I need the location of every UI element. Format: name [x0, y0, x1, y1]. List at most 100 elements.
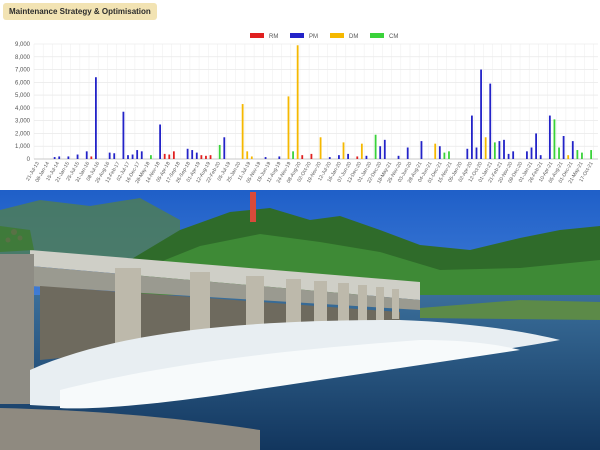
- x-axis: 21-Jul-1308-Jan-1415-Jul-1421-Jan-1525-J…: [25, 161, 595, 185]
- y-tick-label: 0: [27, 157, 31, 163]
- y-tick-label: 4,000: [15, 106, 31, 112]
- bar-dm: [342, 142, 345, 159]
- bar-pm: [535, 133, 537, 159]
- bar-dm: [567, 155, 570, 159]
- bar-dm: [296, 45, 299, 159]
- legend-label-cm: CM: [389, 34, 398, 40]
- bar-dm: [484, 137, 487, 159]
- bar-cm: [374, 134, 377, 159]
- bar-cm: [448, 151, 450, 159]
- bar-pm: [85, 151, 88, 159]
- bar-pm: [186, 148, 189, 159]
- bar-pm: [159, 124, 161, 159]
- bar-dm: [241, 104, 244, 159]
- bar-pm: [127, 155, 129, 159]
- bar-pm: [507, 153, 510, 159]
- bar-rm: [172, 151, 175, 159]
- bar-pm: [113, 153, 116, 159]
- bar-pm: [338, 155, 340, 159]
- chart-legend: RM PM DM CM: [250, 33, 398, 40]
- bar-pm: [136, 150, 139, 159]
- bar-dm: [319, 137, 322, 159]
- bar-pm: [223, 137, 226, 159]
- bar-pm: [562, 136, 565, 159]
- bar-dm: [434, 143, 437, 159]
- y-tick-label: 9,000: [15, 42, 31, 48]
- bar-pm: [67, 156, 70, 159]
- bar-rm: [200, 155, 203, 159]
- bar-pm: [530, 147, 533, 159]
- bar-pm: [498, 141, 501, 159]
- bar-pm: [466, 148, 469, 159]
- legend-swatch-pm: [290, 33, 304, 38]
- bar-chart: RM PM DM CM 0 1,000 2,000 3,000 4,000 5,000 6,000…: [15, 33, 598, 185]
- legend-swatch-rm: [250, 33, 264, 38]
- legend-label-dm: DM: [349, 34, 358, 40]
- bar-pm: [264, 157, 267, 159]
- bar-cm: [218, 144, 221, 159]
- bar-pm: [480, 69, 482, 159]
- bar-cm: [553, 119, 556, 159]
- bar-pm: [131, 154, 134, 159]
- legend-label-rm: RM: [269, 34, 278, 40]
- bar-pm: [420, 141, 423, 159]
- dam-photo: [0, 190, 600, 450]
- bar-pm: [438, 146, 441, 159]
- bar-pm: [548, 115, 551, 159]
- bar-pm: [95, 77, 97, 159]
- y-tick-label: 6,000: [15, 80, 31, 86]
- y-tick-label: 1,000: [15, 144, 31, 150]
- bar-rm: [356, 156, 359, 159]
- bar-pm: [122, 111, 125, 159]
- y-tick-label: 2,000: [15, 131, 31, 137]
- bar-cm: [443, 152, 446, 159]
- bar-pm: [539, 155, 542, 159]
- bar-dm: [246, 151, 249, 159]
- chart-bars: [53, 45, 593, 159]
- bar-cm: [292, 151, 294, 159]
- bar-pm: [195, 152, 198, 159]
- bar-pm: [379, 146, 382, 159]
- bar-pm: [140, 151, 143, 159]
- bar-pm: [406, 147, 409, 159]
- bar-pm: [278, 156, 281, 159]
- y-tick-label: 7,000: [15, 68, 31, 74]
- bar-pm: [397, 155, 400, 159]
- legend-swatch-dm: [330, 33, 344, 38]
- bar-pm: [471, 115, 473, 159]
- bar-rm: [168, 154, 171, 159]
- bar-pm: [347, 153, 349, 159]
- y-tick-label: 8,000: [15, 55, 31, 61]
- bar-pm: [328, 157, 331, 159]
- bar-dm: [360, 143, 363, 159]
- bar-rm: [301, 155, 304, 159]
- bar-pm: [58, 156, 61, 159]
- y-axis: 0 1,000 2,000 3,000 4,000 5,000 6,000 7,000 8,00…: [15, 42, 31, 163]
- bar-rm: [163, 153, 166, 159]
- bar-pm: [191, 150, 194, 159]
- y-tick-label: 5,000: [15, 93, 31, 99]
- bar-pm: [571, 141, 574, 159]
- bar-pm: [475, 147, 478, 159]
- bar-rm: [209, 155, 212, 159]
- bar-pm: [53, 157, 56, 159]
- chart-grid: [33, 43, 598, 160]
- legend-swatch-cm: [370, 33, 384, 38]
- bar-dm: [287, 96, 290, 159]
- bar-pm: [76, 154, 79, 159]
- bar-pm: [503, 139, 505, 159]
- bar-pm: [365, 155, 368, 159]
- bar-cm: [581, 152, 583, 159]
- bar-rm: [90, 156, 93, 159]
- bar-cm: [493, 142, 496, 159]
- bar-cm: [576, 150, 579, 159]
- bar-pm: [489, 83, 492, 159]
- bar-cm: [558, 147, 560, 159]
- bar-rm: [205, 155, 207, 159]
- bar-cm: [590, 150, 593, 159]
- page-title: Maintenance Strategy & Optimisation: [3, 3, 157, 20]
- bar-rm: [310, 153, 313, 159]
- y-tick-label: 3,000: [15, 119, 31, 125]
- legend-label-pm: PM: [309, 34, 318, 40]
- bar-pm: [512, 151, 515, 159]
